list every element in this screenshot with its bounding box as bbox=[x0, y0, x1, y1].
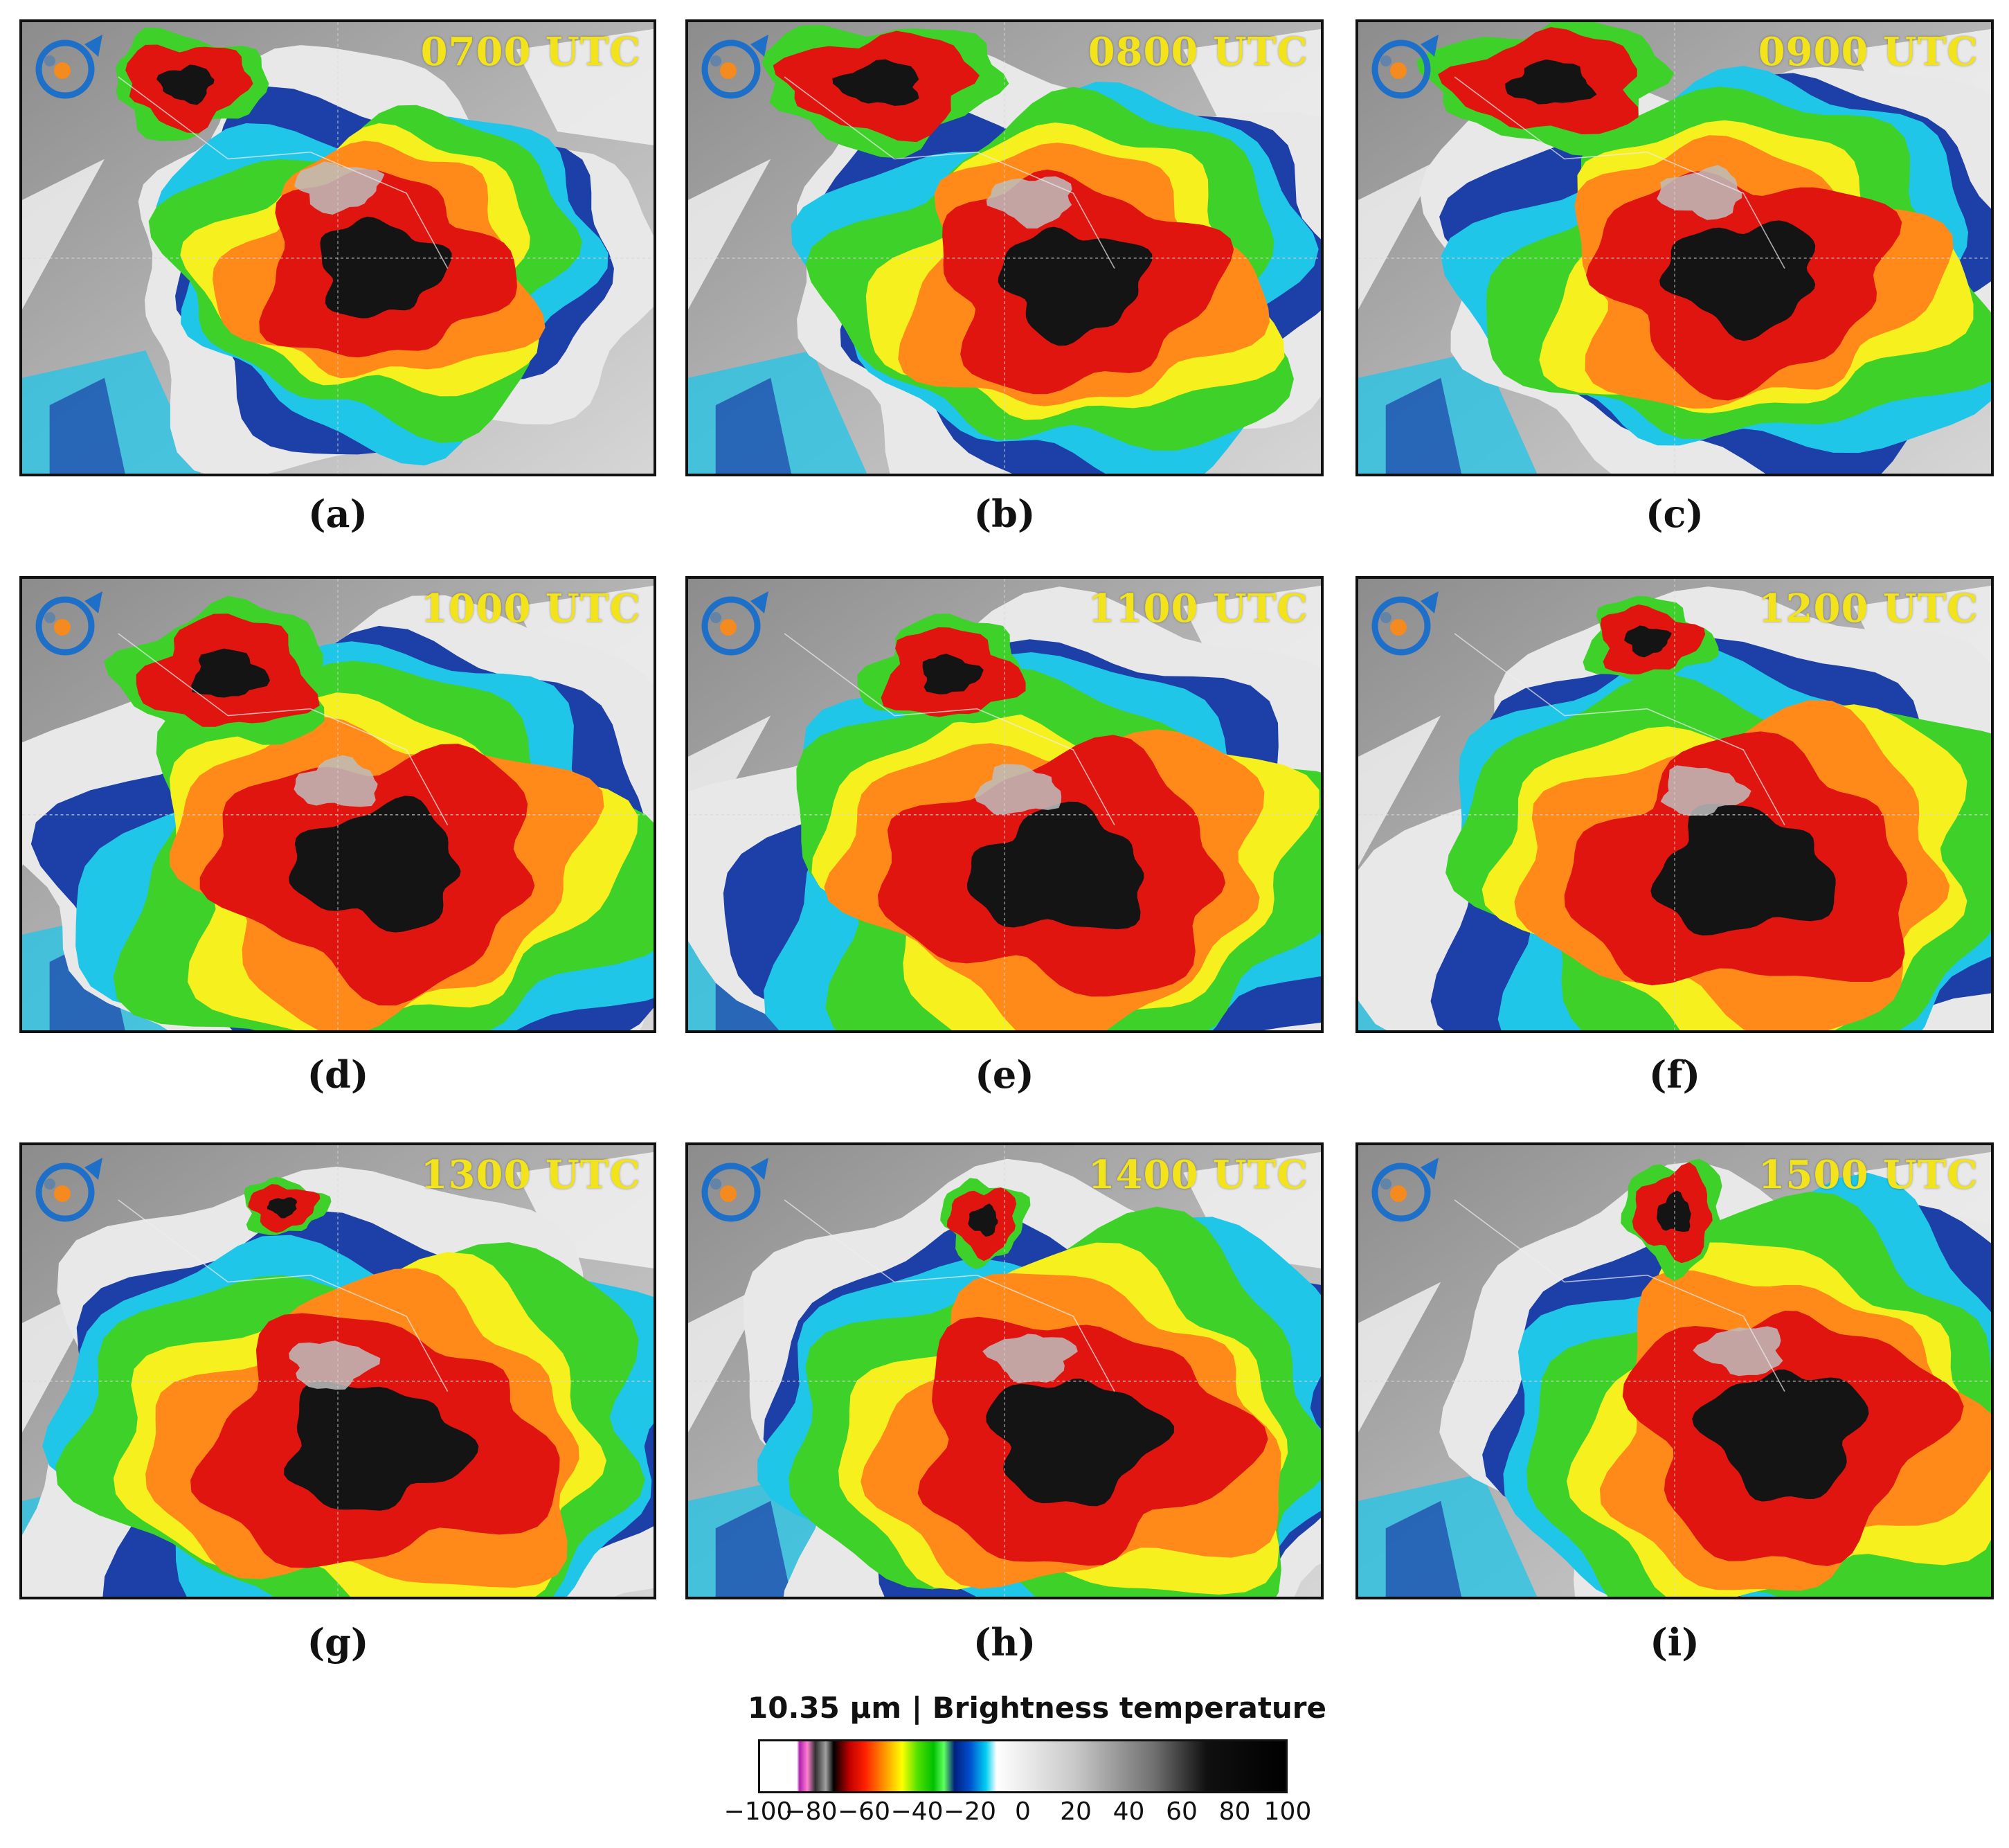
panel-time-label: 1000 UTC bbox=[420, 586, 641, 631]
satellite-image bbox=[688, 579, 1321, 1030]
panel-time-label: 0900 UTC bbox=[1758, 29, 1979, 75]
colorbar-title: 10.35 μm | Brightness temperature bbox=[748, 1691, 1327, 1725]
colorbar-tick-label: −80 bbox=[784, 1797, 838, 1826]
satellite-panel: 1300 UTC bbox=[19, 1142, 656, 1599]
panel-caption: (g) bbox=[307, 1620, 369, 1665]
panel-caption: (h) bbox=[973, 1620, 1036, 1665]
satellite-panel: 0700 UTC bbox=[19, 19, 656, 476]
satellite-image bbox=[1358, 22, 1991, 474]
panel-caption: (f) bbox=[1648, 1052, 1701, 1097]
colorbar-tick-label: 80 bbox=[1218, 1797, 1251, 1826]
colorbar-tick-label: 60 bbox=[1166, 1797, 1198, 1826]
colorbar-gradient bbox=[760, 1741, 1286, 1791]
satellite-panel: 1500 UTC bbox=[1355, 1142, 1994, 1599]
satellite-image bbox=[22, 1145, 654, 1597]
satellite-image bbox=[1358, 1145, 1991, 1597]
inpe-logo-icon bbox=[1371, 591, 1439, 656]
panel-caption: (b) bbox=[973, 492, 1036, 536]
panel-caption: (a) bbox=[307, 492, 368, 536]
panel-caption: (i) bbox=[1650, 1620, 1700, 1665]
colorbar-tick-label: 20 bbox=[1060, 1797, 1092, 1826]
colorbar-tick-label: 40 bbox=[1112, 1797, 1145, 1826]
panel-time-label: 1400 UTC bbox=[1088, 1152, 1308, 1198]
colorbar-tick-label: 0 bbox=[1015, 1797, 1031, 1826]
panel-time-label: 0800 UTC bbox=[1088, 29, 1308, 75]
satellite-panel: 1200 UTC bbox=[1355, 576, 1994, 1033]
colorbar bbox=[758, 1739, 1288, 1793]
satellite-panel: 1000 UTC bbox=[19, 576, 656, 1033]
satellite-panel: 1400 UTC bbox=[685, 1142, 1324, 1599]
inpe-logo-icon bbox=[35, 35, 102, 99]
satellite-image bbox=[688, 22, 1321, 474]
panel-time-label: 0700 UTC bbox=[420, 29, 641, 75]
colorbar-tick-label: −20 bbox=[944, 1797, 996, 1826]
panel-caption: (d) bbox=[307, 1052, 369, 1097]
inpe-logo-icon bbox=[701, 1158, 768, 1222]
panel-time-label: 1500 UTC bbox=[1758, 1152, 1979, 1198]
panel-caption: (c) bbox=[1646, 492, 1704, 536]
satellite-image bbox=[22, 579, 654, 1030]
panel-time-label: 1300 UTC bbox=[420, 1152, 641, 1198]
satellite-image bbox=[1358, 579, 1991, 1030]
inpe-logo-icon bbox=[701, 35, 768, 99]
colorbar-tick-label: −100 bbox=[723, 1797, 793, 1826]
satellite-panel: 1100 UTC bbox=[685, 576, 1324, 1033]
satellite-panel: 0900 UTC bbox=[1355, 19, 1994, 476]
panel-time-label: 1200 UTC bbox=[1758, 586, 1979, 631]
satellite-panel: 0800 UTC bbox=[685, 19, 1324, 476]
satellite-image bbox=[688, 1145, 1321, 1597]
inpe-logo-icon bbox=[35, 1158, 102, 1222]
colorbar-tick-labels: −100 −80 −60 −40 −20 0 20 40 60 80 100 bbox=[724, 1797, 1312, 1839]
colorbar-tick-label: 100 bbox=[1263, 1797, 1312, 1826]
satellite-image bbox=[22, 22, 654, 474]
panel-time-label: 1100 UTC bbox=[1088, 586, 1308, 631]
colorbar-tick-label: −40 bbox=[890, 1797, 944, 1826]
colorbar-tick-label: −60 bbox=[838, 1797, 890, 1826]
inpe-logo-icon bbox=[1371, 35, 1439, 99]
panel-caption: (e) bbox=[975, 1052, 1034, 1097]
inpe-logo-icon bbox=[701, 591, 768, 656]
inpe-logo-icon bbox=[35, 591, 102, 656]
inpe-logo-icon bbox=[1371, 1158, 1439, 1222]
